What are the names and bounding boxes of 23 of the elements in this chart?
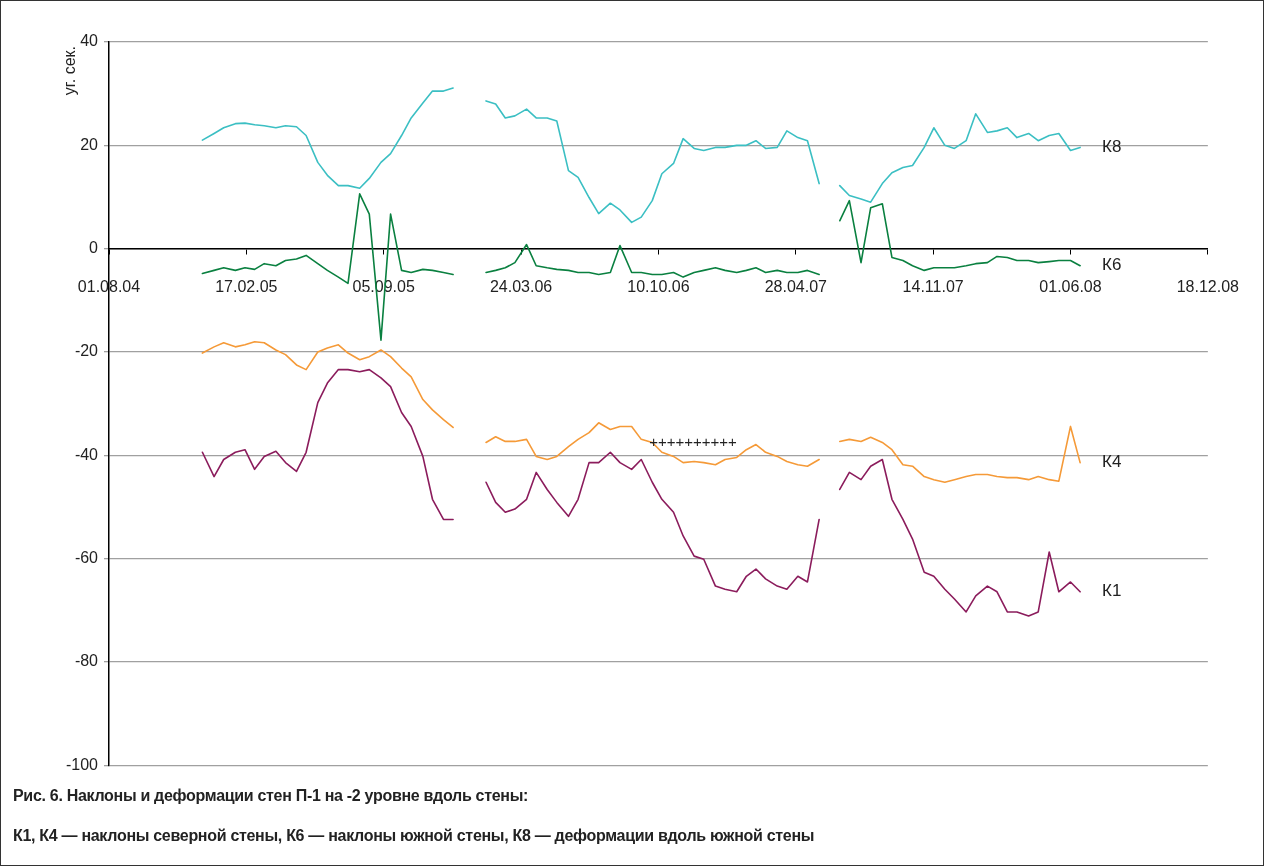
y-tick-label: 20	[80, 135, 99, 153]
text: Рис. 6. Наклоны и деформации стен П-1 на -2 уровне вдоль стены:	[13, 787, 529, 805]
series-label: К4	[1102, 452, 1122, 472]
y-tick-label: -40	[74, 445, 99, 463]
x-tick-label: 28.04.07	[764, 277, 828, 295]
y-tick-label: -20	[74, 342, 99, 360]
text: К1, К4 — наклоны северной стены, К6 — наклоны южной стены, К8 — деформации вдоль южной стены	[13, 827, 815, 845]
y-tick-label: 40	[80, 32, 99, 50]
x-tick-label: 10.10.06	[627, 277, 690, 295]
x-tick-label: 01.06.08	[1039, 277, 1102, 295]
x-tick-label: 14.11.07	[902, 277, 964, 295]
x-tick-label: 24.03.06	[489, 277, 553, 295]
y-tick-label: 0	[89, 239, 99, 257]
y-axis-title: уг. сек.	[61, 46, 79, 96]
series-label: К6	[1102, 255, 1122, 275]
x-tick-label: 18.12.08	[1176, 277, 1240, 295]
annotation: ++++++++++	[649, 433, 738, 451]
y-tick-label: -80	[74, 652, 99, 670]
x-tick-label: 17.02.05	[215, 277, 278, 295]
series-label: К1	[1102, 581, 1122, 601]
series-label: К8	[1102, 137, 1122, 157]
y-tick-label: -100	[65, 755, 99, 773]
y-tick-label: -60	[74, 549, 99, 567]
